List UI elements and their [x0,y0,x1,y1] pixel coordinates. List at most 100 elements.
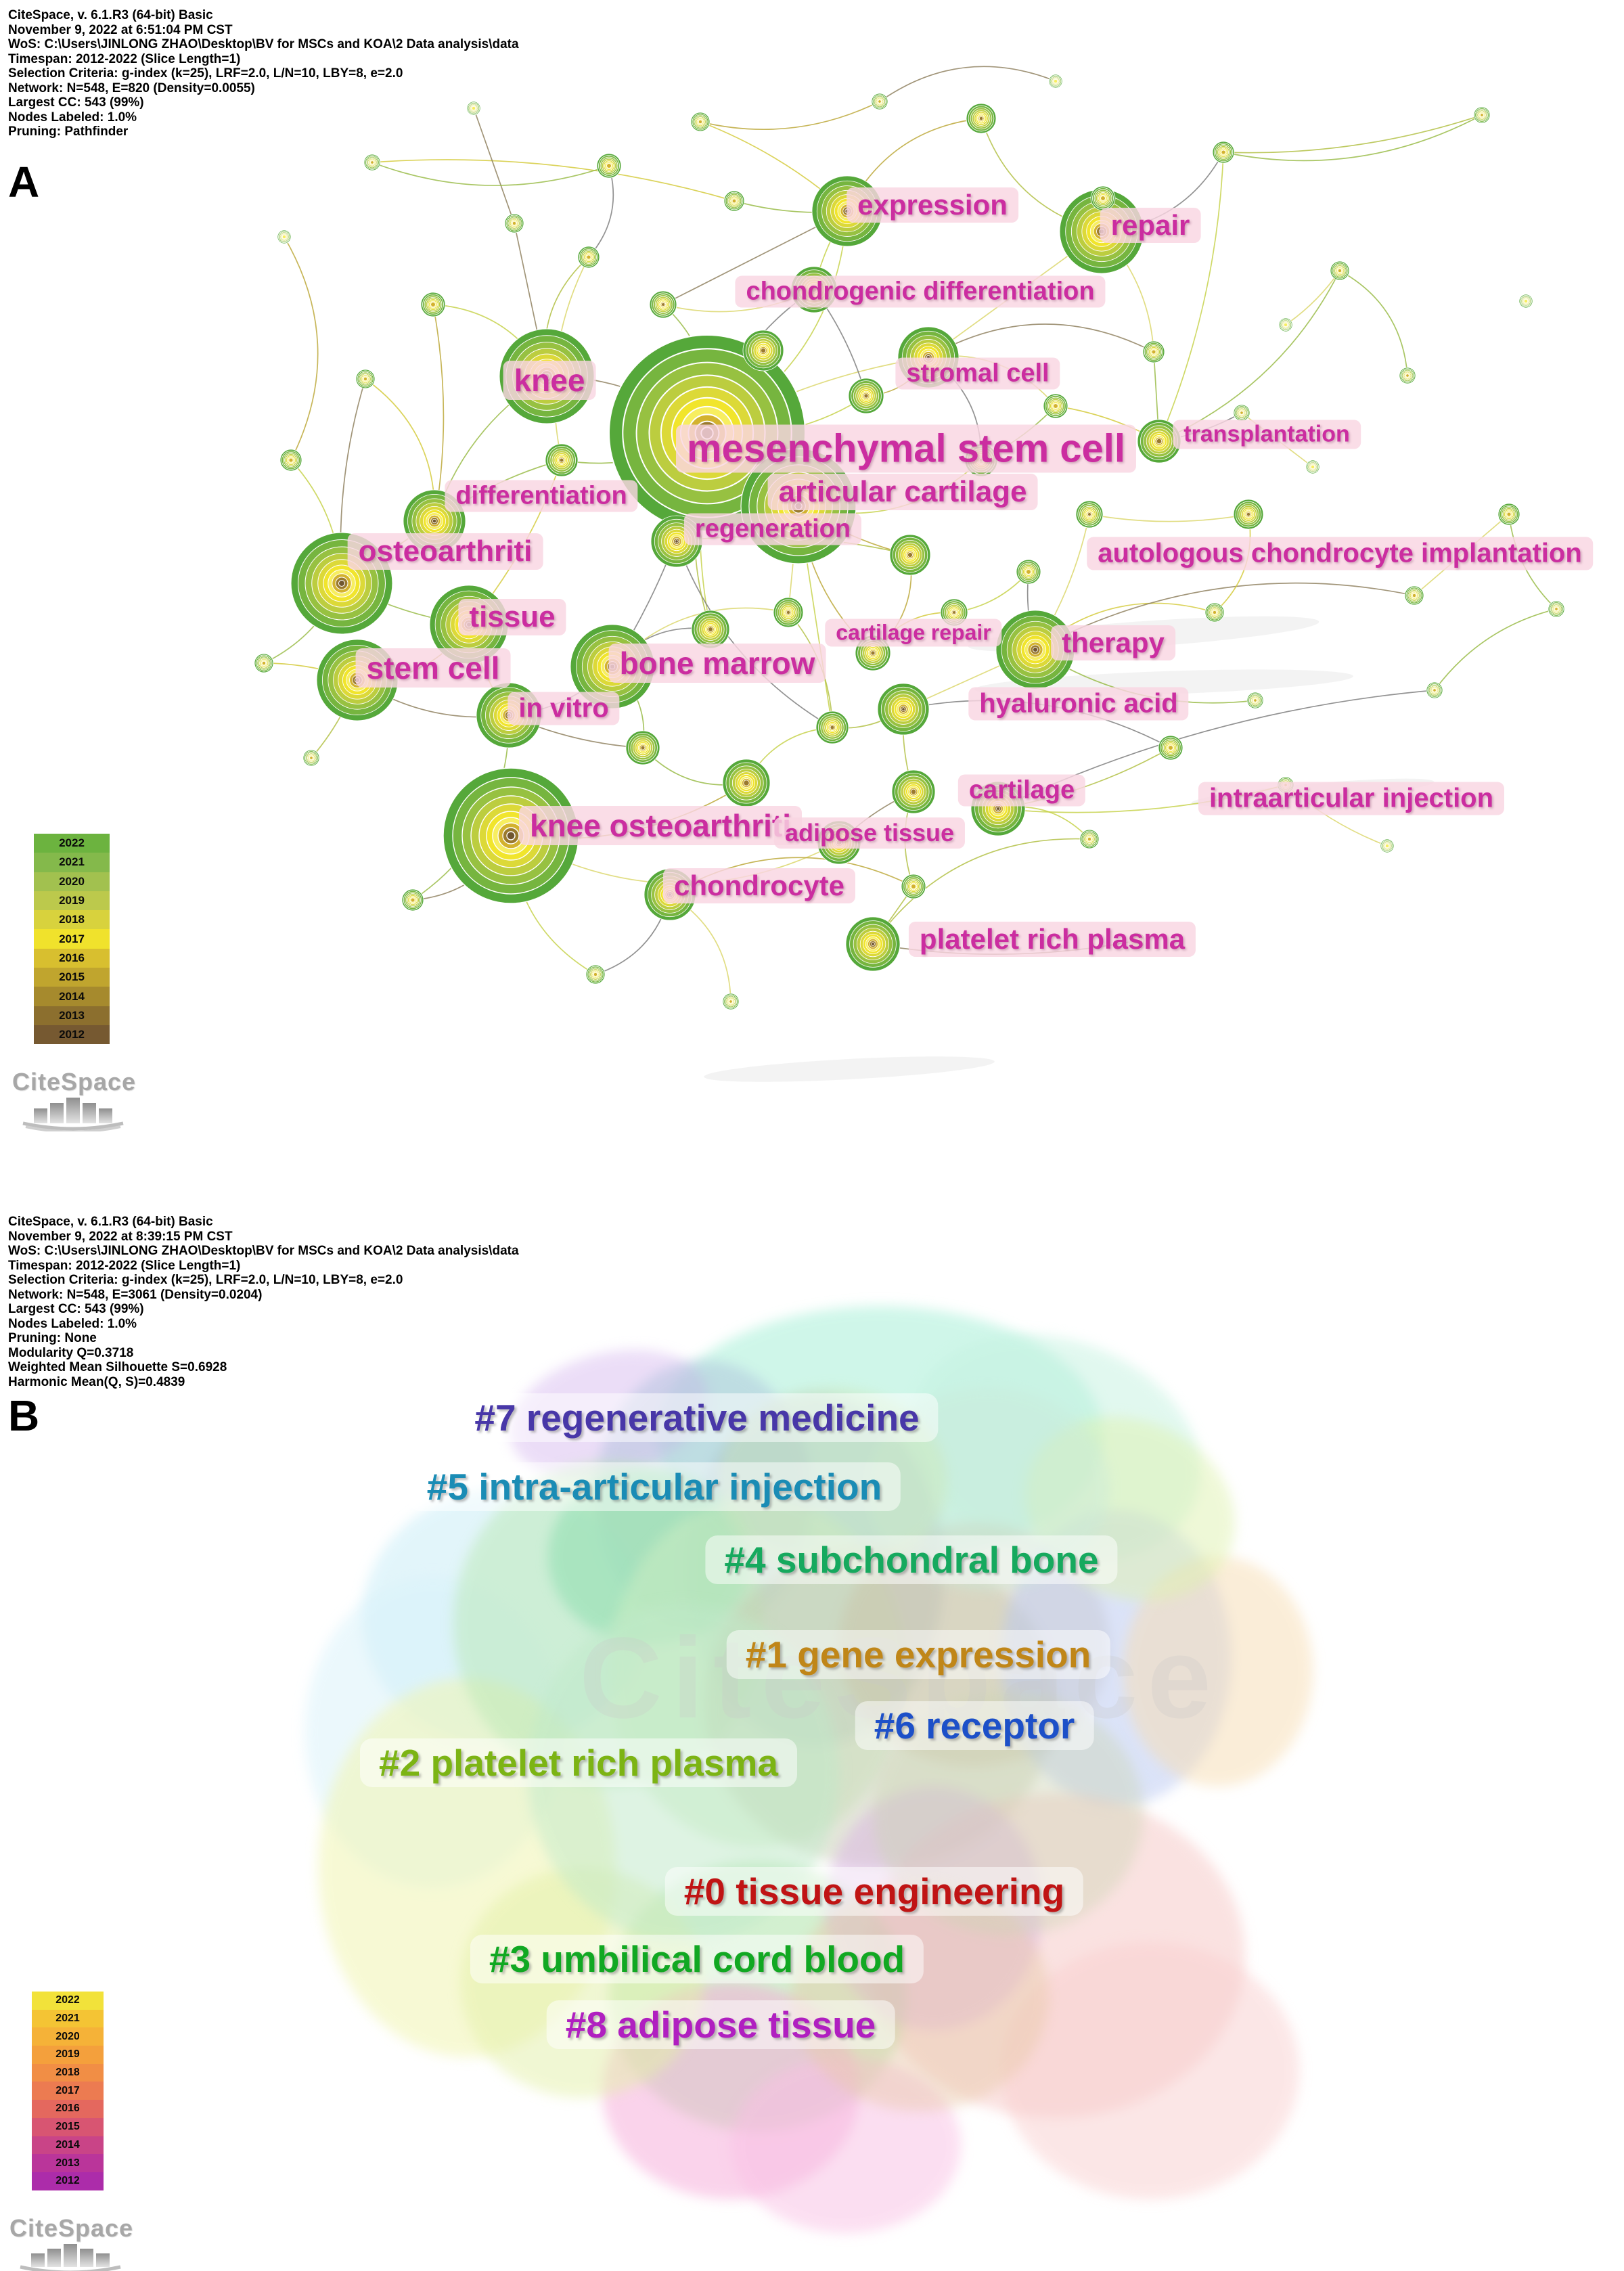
network-edge [1241,412,1313,468]
network-edge [588,165,614,258]
keyword-node [443,767,579,904]
network-edge [1158,152,1224,442]
keyword-node [596,153,622,179]
keyword-node [855,635,891,671]
legend-year-row: 2018 [32,2063,104,2082]
keyword-node [889,534,931,576]
keyword-node [1278,317,1293,332]
keyword-node [585,964,606,985]
header-line: Harmonic Mean(Q, S)=0.4839 [8,1374,185,1389]
keyword-node [1277,776,1294,794]
header-line: Network: N=548, E=3061 (Density=0.0204) [8,1287,263,1302]
keyword-node [690,112,710,132]
header-line: Selection Criteria: g-index (k=25), LRF=… [8,1273,403,1287]
keyword-node [1473,106,1491,124]
keyword-node [302,749,320,767]
header-line: Selection Criteria: g-index (k=25), LRF=… [8,66,403,81]
keyword-node [429,585,509,665]
network-edge [903,700,1171,748]
keyword-node [279,449,302,472]
keyword-node [570,624,655,709]
cluster-blob [1123,1556,1313,1786]
keyword-node [1305,459,1320,474]
network-edge [872,940,1137,955]
panel-a-year-legend: 2022 2021 2020 2019 2018 2017 2016 2015 2014 2013… [34,834,110,1045]
keyword-node [363,154,381,171]
keyword-node [845,916,901,972]
keyword-node [1204,602,1225,623]
keyword-node [1246,692,1264,709]
header-line: Weighted Mean Silhouette S=0.6928 [8,1360,227,1374]
citespace-logo: CiteSpace [12,1068,137,1135]
keyword-node [545,443,579,477]
legend-year-row: 2019 [34,891,110,911]
keyword-node [577,246,600,269]
keyword-node [355,369,376,389]
citespace-logo-book-icon [20,2244,121,2271]
legend-year-row: 2013 [34,1006,110,1025]
keyword-node [773,597,804,628]
keyword-node [1497,503,1520,526]
keyword-node [970,781,1026,836]
network-edge [284,236,319,461]
legend-year-row: 2015 [32,2117,104,2136]
keyword-node [1128,932,1146,949]
network-edge [1339,270,1408,376]
legend-year-row: 2022 [32,1992,104,2010]
network-edge [997,747,1171,809]
keyword-node [740,448,857,564]
keyword-node [995,610,1075,690]
network-edge [1035,582,1415,650]
keyword-node [1233,404,1250,422]
keyword-node [277,229,292,244]
legend-year-row: 2021 [32,2009,104,2028]
network-edge [1434,608,1557,691]
network-edge [700,101,880,131]
header-line: Timespan: 2012-2022 (Slice Length=1) [8,51,241,66]
keyword-node [1137,419,1181,464]
network-edge [872,838,1090,945]
legend-year-row: 2016 [32,2100,104,2118]
keyword-node [722,993,740,1010]
keyword-node [644,868,696,921]
keyword-node [1090,185,1116,211]
keyword-node [815,711,849,744]
network-edge [1223,114,1483,162]
legend-year-row: 2018 [34,910,110,930]
panel-b-year-legend: 2022 2021 2020 2019 2018 2017 2016 2015 2014 2013… [32,1992,104,2190]
keyword-node [420,292,446,317]
panel-b-header: CiteSpace, v. 6.1.R3 (64-bit) Basic Novem… [8,1215,519,1389]
network-edge [371,162,610,186]
citespace-logo-text: CiteSpace [12,1068,137,1096]
header-line: WoS: C:\Users\JINLONG ZHAO\Desktop\BV fo… [8,1244,519,1258]
keyword-node [1380,838,1395,853]
header-line: Nodes Labeled: 1.0% [8,110,137,125]
network-edge [928,323,1154,358]
keyword-node [625,730,660,765]
network-edge [473,108,515,224]
header-line: Nodes Labeled: 1.0% [8,1316,137,1331]
keyword-node [877,683,930,736]
keyword-node [1518,294,1533,309]
keyword-node [722,759,771,807]
keyword-node [811,175,883,247]
header-line: WoS: C:\Users\JINLONG ZHAO\Desktop\BV fo… [8,37,519,51]
citespace-watermark: CiteSpace [579,1614,1221,1742]
keyword-node [1212,141,1235,164]
keyword-node [499,328,595,424]
keyword-node [848,378,884,414]
keyword-node [316,639,399,721]
legend-year-row: 2016 [34,948,110,968]
network-edge [1223,114,1483,154]
panel-a-header: CiteSpace, v. 6.1.R3 (64-bit) Basic Novem… [8,8,519,139]
keyword-node [1404,585,1424,606]
header-line: Largest CC: 543 (99%) [8,1302,144,1316]
header-line: Network: N=548, E=820 (Density=0.0055) [8,81,255,95]
keyword-network-canvas [254,66,1565,1010]
keyword-node [1330,261,1350,281]
keyword-node [401,889,424,912]
keyword-node [504,213,524,233]
legend-year-row: 2020 [32,2027,104,2046]
keyword-node [790,266,838,313]
